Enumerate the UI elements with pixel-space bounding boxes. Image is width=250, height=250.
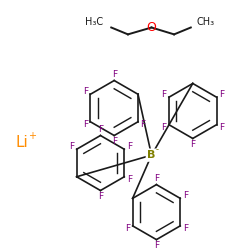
Text: F: F [127,175,132,184]
Text: F: F [161,90,166,99]
Text: F: F [125,224,130,233]
Text: H₃C: H₃C [85,16,103,26]
Text: F: F [127,142,132,151]
Text: O: O [146,21,156,34]
Text: F: F [98,192,103,201]
Text: F: F [98,125,103,134]
Text: F: F [219,123,224,132]
Text: F: F [190,140,195,149]
Text: F: F [83,120,88,129]
Text: B: B [147,150,156,160]
Text: F: F [161,123,166,132]
Text: F: F [219,90,224,99]
Text: CH₃: CH₃ [197,16,215,26]
Text: F: F [183,191,188,200]
Text: F: F [154,174,159,183]
Text: Li: Li [16,135,28,150]
Text: +: + [28,132,36,141]
Text: F: F [112,137,117,146]
Text: F: F [140,120,146,129]
Text: F: F [112,70,117,79]
Text: -: - [156,145,159,154]
Text: F: F [69,142,74,151]
Text: F: F [83,87,88,96]
Text: F: F [154,241,159,250]
Text: F: F [183,224,188,233]
